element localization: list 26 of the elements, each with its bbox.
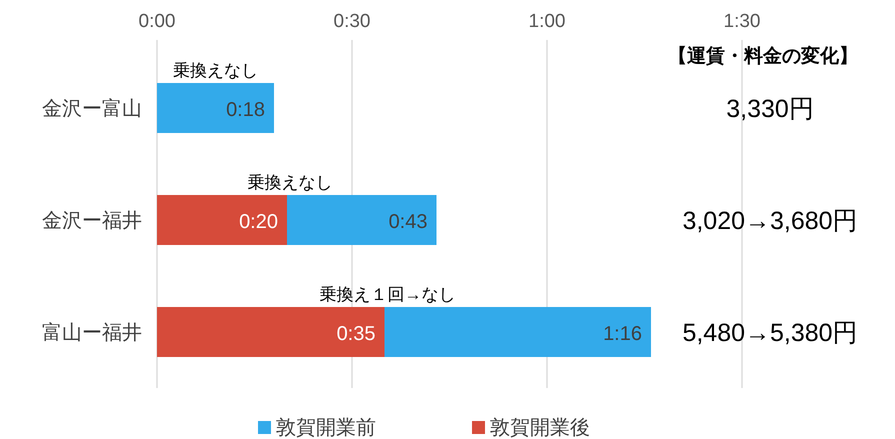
total-label: 0:43 [388, 211, 428, 233]
annotation: 乗換え１回→なし [320, 285, 456, 304]
bar [287, 195, 436, 245]
total-label: 1:16 [603, 323, 642, 345]
annotation: 3,330円 [726, 95, 814, 123]
data-label: 0:20 [239, 211, 278, 233]
annotation: 乗換えなし [173, 61, 258, 80]
bar [157, 195, 287, 245]
bar [157, 83, 274, 133]
data-label: 0:35 [336, 323, 376, 345]
bar [157, 307, 384, 357]
bar [384, 307, 651, 357]
y-tick-label: 金沢ー富山 [42, 97, 142, 120]
annotation: 5,480→5,380円 [682, 319, 858, 347]
annotation: 3,020→3,680円 [682, 207, 858, 235]
y-tick-label: 金沢ー福井 [42, 210, 142, 232]
x-tick-label: 0:30 [334, 11, 370, 32]
total-label: 0:18 [226, 99, 265, 121]
x-tick-label: 1:00 [528, 11, 566, 32]
annotation: 乗換えなし [248, 173, 332, 192]
x-tick-label: 1:30 [724, 11, 760, 32]
annotation: 【運賃・料金の変化】 [668, 45, 858, 67]
legend-label: 敦賀開業前 [276, 417, 376, 439]
x-tick-label: 0:00 [138, 11, 176, 32]
legend-label: 敦賀開業後 [490, 417, 590, 439]
y-tick-label: 富山ー福井 [42, 321, 142, 344]
